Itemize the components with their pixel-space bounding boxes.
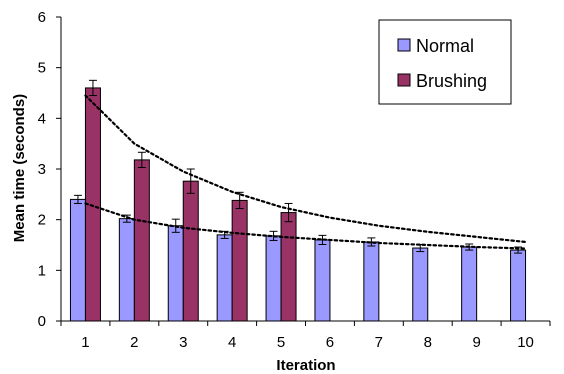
x-tick-label-7: 7 (375, 334, 383, 351)
x-axis-title: Iteration (276, 357, 335, 374)
legend: Normal Brushing (378, 19, 512, 105)
trendline-normal (84, 202, 527, 250)
legend-label-brushing: Brushing (416, 71, 487, 91)
x-tick-label-8: 8 (424, 334, 432, 351)
y-tick-label-3: 3 (38, 161, 46, 178)
x-tick-label-1: 1 (81, 334, 89, 351)
y-axis-title: Mean time (seconds) (11, 94, 28, 242)
y-tick-label-6: 6 (38, 9, 46, 26)
y-tick-label-1: 1 (38, 262, 46, 279)
legend-swatch-brushing (397, 73, 411, 87)
bar-brushing-3 (182, 180, 199, 322)
bar-normal-5 (265, 235, 282, 322)
bar-brushing-2 (133, 159, 150, 322)
legend-label-normal: Normal (416, 36, 474, 56)
y-tick-label-2: 2 (38, 212, 46, 229)
bar-normal-2 (118, 218, 135, 322)
legend-box (378, 19, 512, 105)
bar-normal-8 (412, 247, 429, 322)
x-tick-label-6: 6 (326, 334, 334, 351)
bar-normal-10 (510, 249, 527, 322)
x-tick-label-2: 2 (130, 334, 138, 351)
bar-normal-3 (167, 225, 184, 322)
trendline-brushing (84, 94, 527, 244)
bar-brushing-5 (280, 212, 297, 322)
bars-layer (69, 87, 527, 322)
x-tick-label-9: 9 (472, 334, 480, 351)
y-tick-label-4: 4 (38, 110, 46, 127)
legend-swatch-normal (397, 38, 411, 52)
x-tick-label-3: 3 (179, 334, 187, 351)
x-tick-label-10: 10 (517, 334, 534, 351)
bar-normal-6 (314, 239, 331, 322)
y-tick-label-0: 0 (38, 313, 46, 330)
x-tick-label-5: 5 (277, 334, 285, 351)
bar-normal-7 (363, 241, 380, 322)
bar-normal-1 (69, 198, 86, 322)
x-tick-label-4: 4 (228, 334, 236, 351)
bar-normal-9 (461, 246, 478, 322)
bar-brushing-4 (231, 199, 248, 322)
bar-normal-4 (216, 234, 233, 322)
y-tick-label-5: 5 (38, 60, 46, 77)
axes-layer: 0 1 2 3 4 5 6 1 2 3 4 5 6 7 8 9 10 (38, 9, 551, 351)
trendlines-layer (84, 94, 527, 250)
